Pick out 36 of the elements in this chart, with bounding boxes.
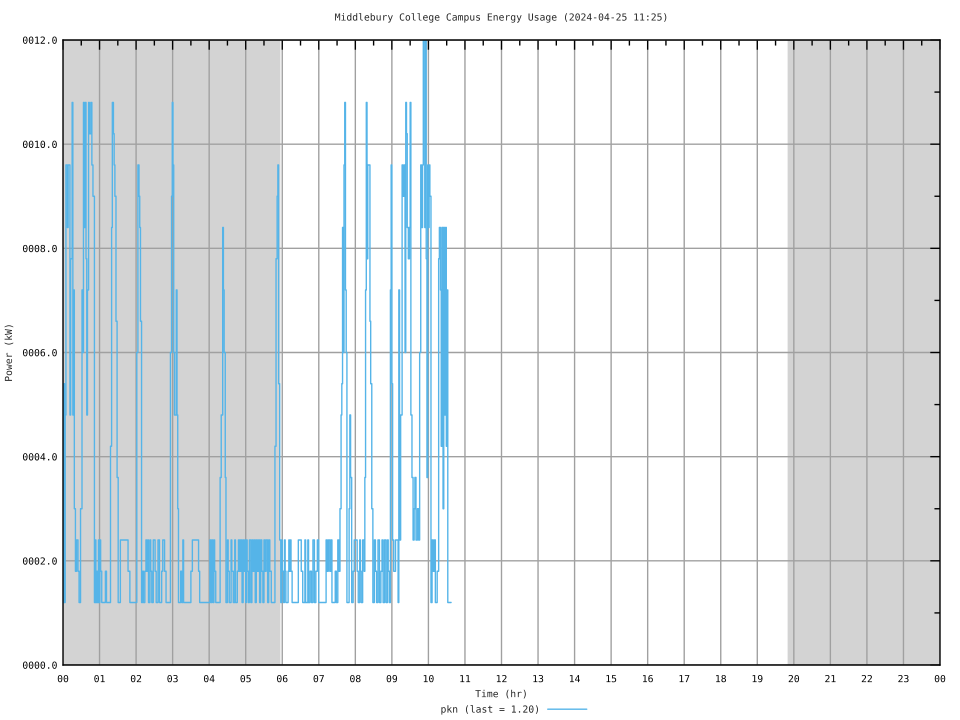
y-tick-label: 0012.0 [22,36,57,44]
y-axis-title: Power (kW) [4,325,14,381]
x-tick-label: 07 [314,674,324,682]
chart-title: Middlebury College Campus Energy Usage (2024-04-25 11:25) [335,13,666,23]
x-tick-label: 22 [862,674,872,682]
x-tick-label: 10 [424,674,434,682]
y-tick-label: 0002.0 [22,557,57,565]
x-tick-label: 13 [533,674,544,682]
legend-label: pkn (last = 1.20) [441,705,538,715]
x-tick-label: 12 [496,674,507,682]
x-tick-label: 17 [680,675,690,682]
x-tick-label: 08 [350,674,361,682]
x-tick-label: 04 [204,674,215,682]
x-tick-label: 00 [934,674,946,682]
x-tick-label: 09 [386,674,398,682]
x-tick-label: 23 [898,674,909,682]
y-tick-label: 0008.0 [22,244,57,252]
x-tick-label: 18 [716,674,726,682]
x-tick-label: 14 [570,675,580,682]
y-tick-label: 0006.0 [22,349,57,356]
x-tick-label: 00 [58,674,68,682]
x-axis-title: Time (hr) [475,690,526,698]
x-tick-label: 21 [825,674,836,682]
x-tick-label: 16 [642,674,653,682]
x-tick-label: 06 [277,674,288,682]
y-tick-label: 0000.0 [22,662,57,669]
y-tick-label: 0010.0 [22,140,57,148]
x-tick-label: 15 [606,675,616,682]
y-tick-label: 0004.0 [22,453,57,461]
x-tick-label: 03 [167,674,178,682]
x-tick-label: 20 [788,674,800,682]
x-tick-label: 11 [460,675,470,682]
x-tick-label: 19 [752,674,762,682]
x-tick-label: 01 [94,674,105,682]
x-tick-label: 02 [130,674,142,682]
x-tick-label: 05 [240,674,251,682]
